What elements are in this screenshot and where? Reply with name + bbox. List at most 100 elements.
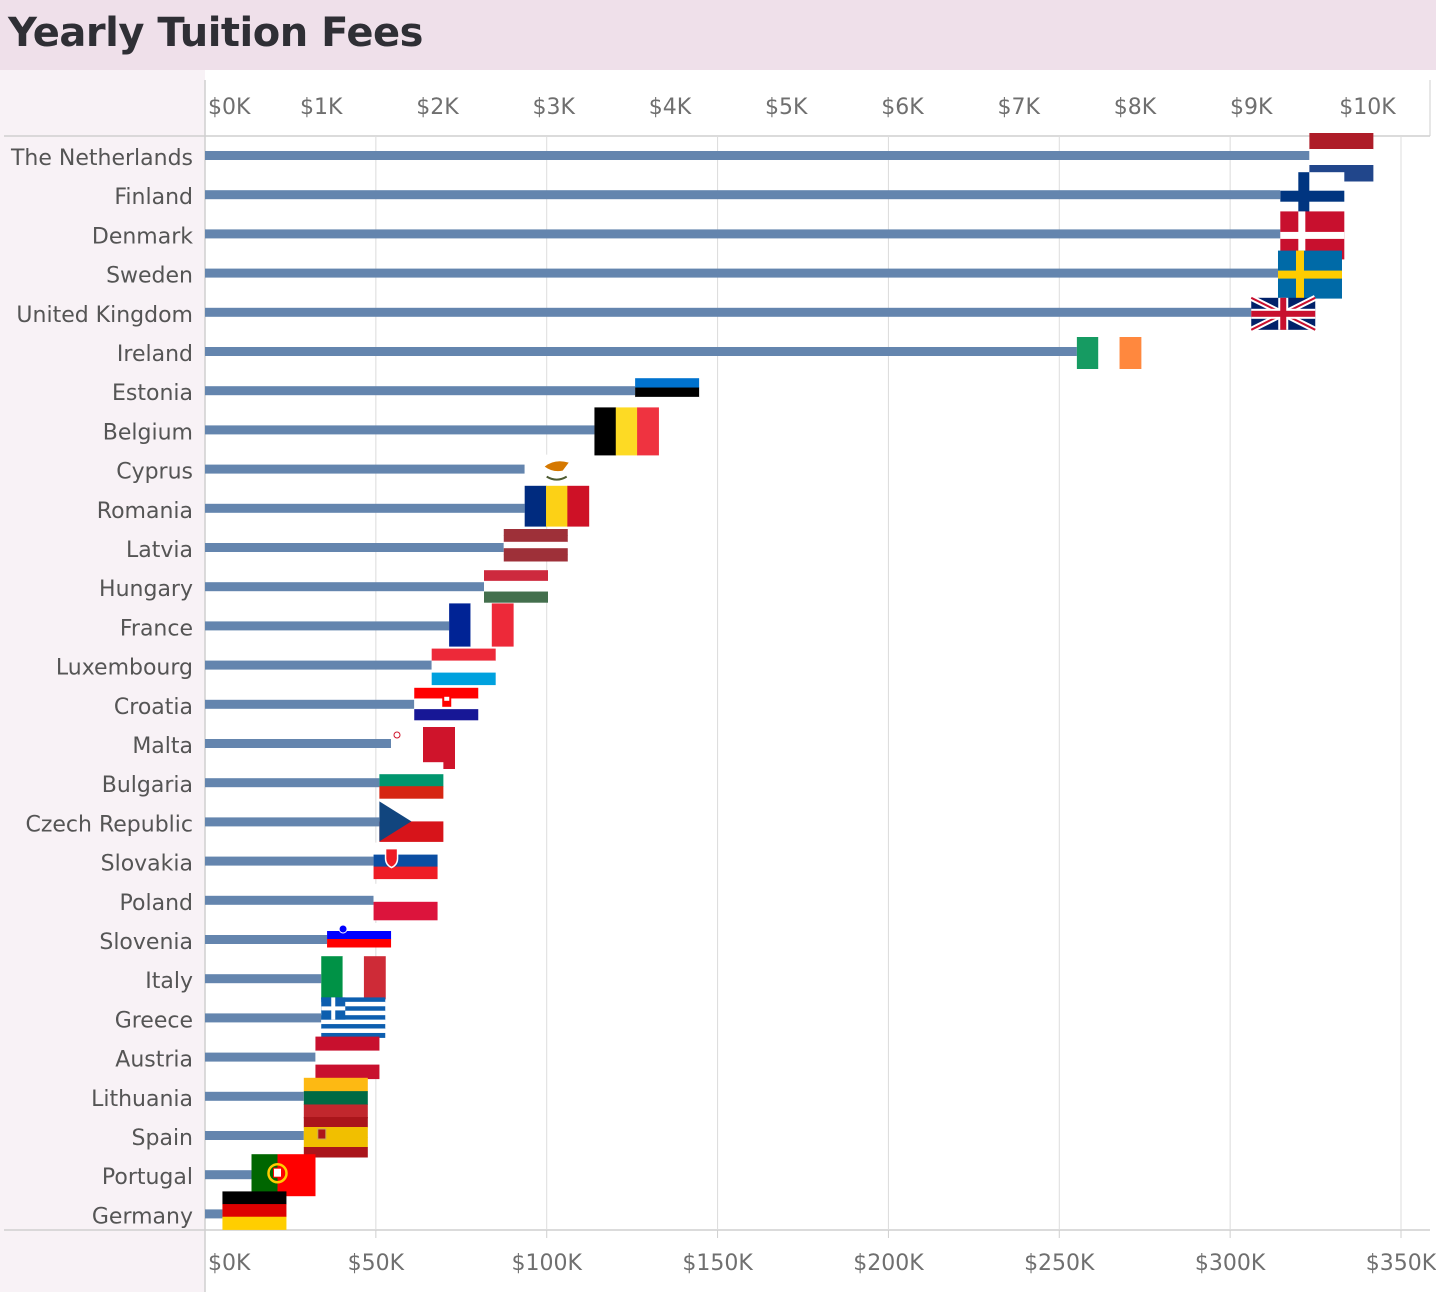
category-label: Cyprus	[116, 460, 193, 485]
top-tick-label: $5K	[765, 95, 808, 120]
bar	[205, 895, 374, 905]
flag-czech-republic-icon	[379, 801, 444, 842]
category-label: Germany	[92, 1204, 193, 1229]
bar	[205, 582, 484, 592]
top-tick-label: $6K	[881, 95, 924, 120]
bottom-tick-label: $250K	[1024, 1251, 1095, 1276]
bar	[205, 229, 1281, 239]
bar	[205, 307, 1252, 317]
top-tick-label: $4K	[649, 95, 692, 120]
bar	[205, 1013, 322, 1023]
bar	[205, 268, 1278, 278]
bar	[205, 699, 415, 709]
category-label: Croatia	[114, 695, 193, 720]
category-label: Italy	[145, 969, 193, 994]
category-label: Malta	[132, 734, 193, 759]
bar	[205, 151, 1310, 160]
flag-malta-icon	[391, 727, 455, 769]
flag-slovenia-icon	[327, 923, 392, 948]
bottom-tick-label: $150K	[682, 1251, 753, 1276]
category-label: Austria	[115, 1048, 193, 1073]
bar	[205, 856, 374, 866]
flag-ireland-icon	[1076, 337, 1142, 369]
flag-greece-icon	[321, 997, 386, 1038]
flag-croatia-icon	[414, 687, 479, 721]
flag-france-icon	[449, 603, 514, 647]
bottom-tick-label: $0K	[208, 1251, 251, 1276]
bottom-tick-label: $350K	[1366, 1251, 1436, 1276]
category-label: United Kingdom	[16, 303, 193, 328]
plot-background	[205, 70, 1436, 1292]
bar	[205, 817, 380, 827]
bar	[205, 1052, 316, 1062]
bottom-tick-label: $200K	[853, 1251, 924, 1276]
title-bar: Yearly Tuition Fees	[0, 0, 1436, 70]
bar	[205, 425, 595, 435]
category-label: Czech Republic	[25, 812, 193, 837]
bar	[205, 190, 1281, 200]
bar	[205, 1170, 252, 1180]
category-label: Slovenia	[99, 930, 193, 955]
bottom-tick-label: $100K	[512, 1251, 583, 1276]
bar	[205, 660, 432, 670]
category-label: Slovakia	[101, 852, 193, 877]
bar	[205, 464, 525, 474]
top-tick-label: $8K	[1114, 95, 1157, 120]
chart-title: Yearly Tuition Fees	[8, 10, 423, 56]
flag-portugal-icon	[251, 1154, 316, 1197]
category-label: Belgium	[103, 420, 193, 445]
bar	[205, 503, 525, 513]
category-label: Spain	[132, 1126, 193, 1151]
top-tick-label: $7K	[998, 95, 1041, 120]
category-label: Portugal	[102, 1165, 193, 1190]
flag-austria-icon	[315, 1036, 380, 1080]
top-tick-label: $3K	[533, 95, 576, 120]
category-label: Finland	[114, 185, 193, 210]
flag-lithuania-icon	[303, 1077, 368, 1119]
flag-estonia-icon	[635, 378, 700, 407]
flag-cyprus-icon	[524, 454, 589, 487]
bar	[205, 543, 504, 552]
category-label: Sweden	[106, 264, 193, 289]
bar	[205, 347, 1077, 356]
bar	[205, 778, 380, 788]
top-tick-label: $10K	[1339, 95, 1396, 120]
category-label: Latvia	[126, 538, 193, 563]
category-label: Lithuania	[91, 1087, 193, 1112]
flag-germany-icon	[222, 1191, 287, 1230]
category-label: France	[120, 616, 193, 641]
top-tick-label: $1K	[300, 95, 343, 120]
category-label: Romania	[97, 499, 193, 524]
bar	[205, 935, 328, 944]
bar	[205, 1131, 304, 1140]
flag-poland-icon	[373, 883, 438, 921]
flag-romania-icon	[524, 485, 590, 527]
bar	[205, 974, 322, 984]
bottom-tick-label: $50K	[348, 1251, 405, 1276]
flag-latvia-icon	[503, 529, 568, 562]
flag-italy-icon	[321, 956, 386, 1000]
flag-sweden-icon	[1277, 250, 1342, 299]
bottom-tick-label: $300K	[1195, 1251, 1266, 1276]
flag-spain-icon	[303, 1117, 368, 1158]
category-label: Poland	[120, 891, 193, 916]
category-label: Denmark	[92, 224, 193, 249]
top-tick-label: $0K	[208, 95, 251, 120]
flag-luxembourg-icon	[431, 648, 496, 686]
bar	[205, 739, 391, 748]
top-tick-label: $9K	[1230, 95, 1273, 120]
flag-hungary-icon	[484, 570, 548, 603]
flag-bulgaria-icon	[379, 762, 444, 799]
bar	[205, 1209, 223, 1219]
category-label: Greece	[115, 1008, 193, 1033]
category-label: Ireland	[117, 342, 193, 367]
category-label: The Netherlands	[10, 146, 193, 171]
flag-slovakia-icon	[373, 842, 438, 880]
bar	[205, 1091, 304, 1101]
top-tick-label: $2K	[416, 95, 459, 120]
category-label: Luxembourg	[56, 656, 193, 681]
flag-belgium-icon	[594, 407, 659, 456]
category-label: Bulgaria	[102, 773, 193, 798]
category-label: Estonia	[112, 381, 193, 406]
